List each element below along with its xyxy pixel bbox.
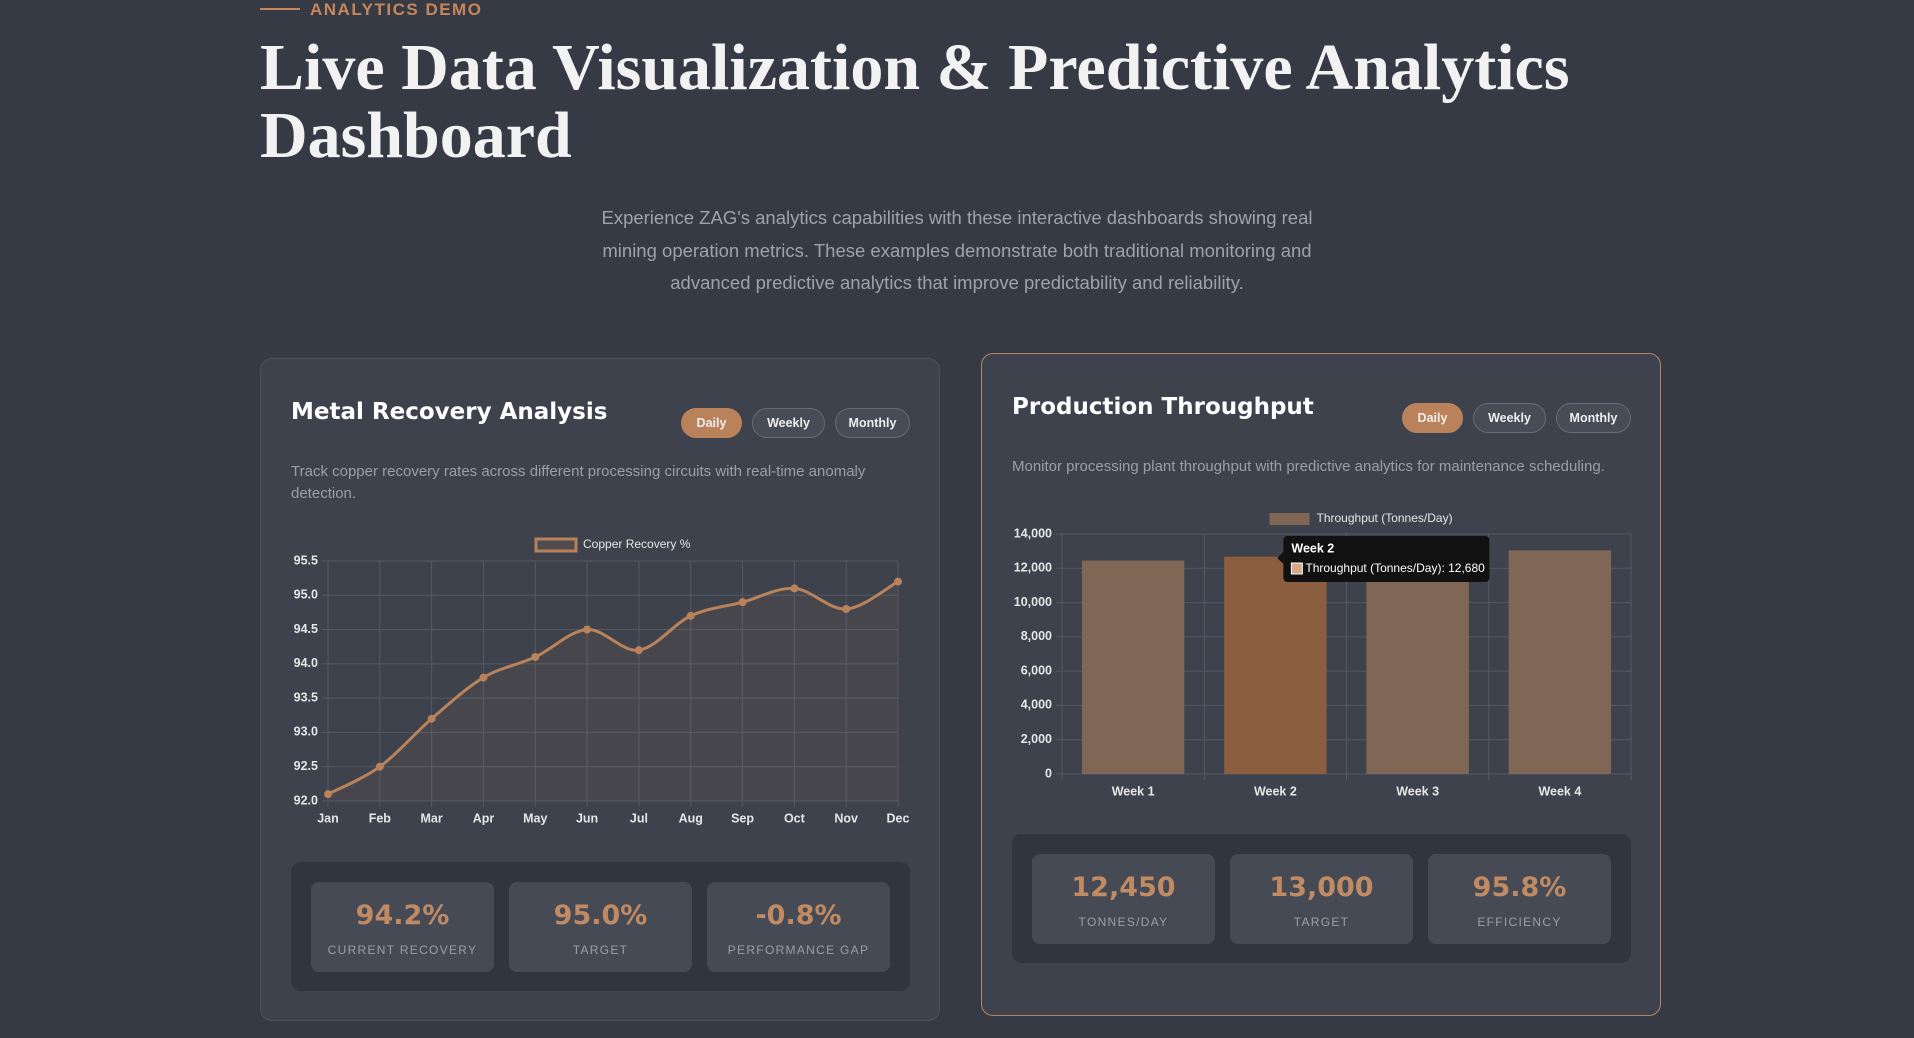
y-tick-label: 14,000 [1014,526,1052,540]
card: Production Throughput Daily Weekly Monthly M… [981,353,1661,1016]
x-tick-label: Nov [834,811,858,825]
stats-box: 94.2% CURRENT RECOVERY 95.0% TARGET -0.8% PER… [291,862,910,991]
tooltip-caret [1277,552,1284,564]
card-title: Production Throughput [1012,394,1314,420]
stat-value: 13,000 [1269,872,1374,903]
page-title: Live Data Visualization & Predictive Ana… [260,31,1570,172]
stat-label: PERFORMANCE GAP [727,943,870,957]
y-tick-label: 92.5 [294,759,318,773]
x-tick-label: Sep [731,811,754,825]
data-point [427,714,436,723]
x-tick-label: Mar [421,811,443,825]
stat-value: -0.8% [755,900,842,931]
x-tick-label: Week 1 [1112,784,1155,798]
data-point [790,584,799,593]
intro: Experience ZAG's analytics capabilities … [601,207,1313,293]
period-button[interactable]: Weekly [1473,403,1546,433]
bar [1508,550,1612,774]
card-title: Metal Recovery Analysis [291,399,608,425]
stat-value: 12,450 [1071,872,1176,903]
data-point [583,625,592,634]
y-tick-label: 0 [1045,766,1052,780]
period-button[interactable]: Daily [1402,403,1463,433]
chart: Copper Recovery % 92.0 92.5 93.0 93.5 94.0 94.… [294,537,910,825]
x-tick-label: Week 4 [1538,784,1581,798]
legend-label: Copper Recovery % [583,537,691,551]
legend-swatch [1269,513,1310,525]
x-tick-label: Week 3 [1396,784,1439,798]
stat-label: TARGET [1293,915,1350,929]
stat-value: 95.8% [1472,872,1567,903]
x-tick-label: Dec [887,811,910,825]
line-area [328,581,898,801]
eyebrow: ANALYTICS DEMO [310,0,483,19]
y-tick-label: 8,000 [1021,629,1052,643]
data-point [375,762,384,771]
stat-label: TARGET [572,943,629,957]
y-tick-label: 4,000 [1021,698,1052,712]
stat-tile: -0.8% PERFORMANCE GAP [707,882,890,972]
x-tick-label: Feb [369,811,392,825]
y-tick-label: 2,000 [1021,732,1052,746]
y-tick-label: 12,000 [1014,561,1052,575]
card: Metal Recovery Analysis Daily Weekly Monthl… [260,358,940,1021]
stat-value: 95.0% [553,900,648,931]
card-description: Monitor processing plant throughput with… [1012,458,1605,475]
y-tick-label: 93.5 [294,690,318,704]
eyebrow-line [260,8,300,10]
stats-box: 12,450 TONNES/DAY 13,000 TARGET 95.8% EFFICIE… [1012,834,1631,963]
stat-tile: 13,000 TARGET [1230,854,1413,944]
y-tick-label: 94.5 [294,622,318,636]
y-tick-label: 94.0 [294,656,318,670]
x-tick-label: Week 2 [1254,784,1297,798]
x-tick-label: Aug [679,811,703,825]
tooltip-swatch [1290,562,1303,575]
period-button[interactable]: Monthly [835,408,910,438]
x-tick-label: Oct [784,811,806,825]
tooltip-title: Week 2 [1291,541,1334,555]
bar [1366,554,1469,774]
y-tick-label: 92.0 [294,793,318,807]
stat-tile: 95.0% TARGET [509,882,692,972]
period-button[interactable]: Daily [681,408,742,438]
stat-value: 94.2% [355,900,450,931]
bar [1081,560,1185,774]
tooltip-label: Throughput (Tonnes/Day): 12,680 [1305,561,1485,575]
y-tick-label: 93.0 [294,725,318,739]
x-tick-label: Apr [473,811,495,825]
data-point [324,790,332,799]
data-point [894,577,902,586]
stat-tile: 94.2% CURRENT RECOVERY [311,882,494,972]
period-button[interactable]: Monthly [1556,403,1631,433]
x-tick-label: Jan [317,811,339,825]
period-button[interactable]: Weekly [752,408,825,438]
bar [1224,556,1327,774]
data-point [842,605,851,613]
stat-label: CURRENT RECOVERY [327,943,478,957]
legend-swatch [534,537,578,553]
data-point [634,646,643,655]
stat-tile: 12,450 TONNES/DAY [1032,854,1215,944]
tooltip [1283,536,1490,582]
data-point [531,653,540,661]
data-point [686,611,695,620]
stat-tile: 95.8% EFFICIENCY [1428,854,1611,944]
data-point [738,598,747,607]
x-tick-label: May [523,811,547,825]
x-tick-label: Jun [576,811,598,825]
y-tick-label: 95.5 [294,553,318,567]
y-tick-label: 95.0 [294,588,318,602]
legend-label: Throughput (Tonnes/Day) [1317,511,1453,525]
x-tick-label: Jul [630,811,648,825]
stat-label: EFFICIENCY [1477,915,1562,929]
data-point [479,673,488,682]
card-description: Track copper recovery rates across diffe… [291,463,866,502]
stat-label: TONNES/DAY [1078,915,1169,929]
y-tick-label: 10,000 [1014,595,1052,609]
chart: Throughput (Tonnes/Day) 0 2,000 4,000 6,000 8… [1014,511,1632,798]
y-tick-label: 6,000 [1021,663,1052,677]
